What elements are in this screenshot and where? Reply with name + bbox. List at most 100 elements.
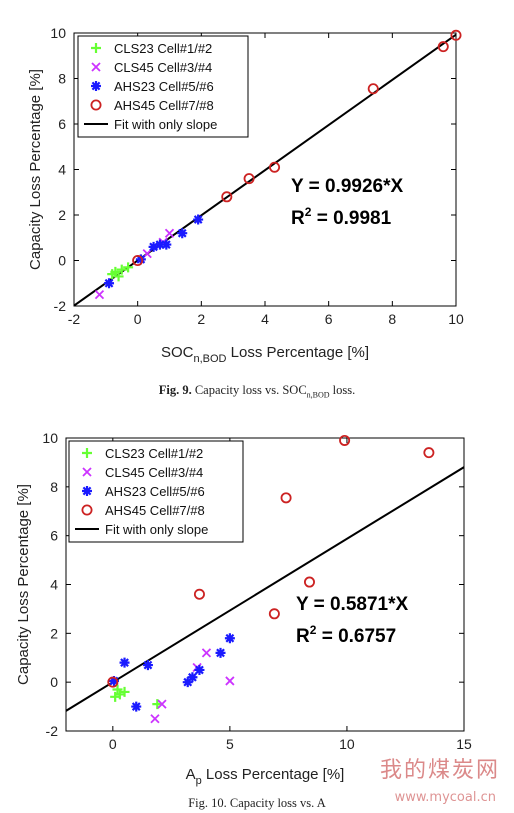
x-axis-label: SOCn,BOD Loss Percentage [%] <box>161 344 369 365</box>
y-tick-label: 8 <box>58 71 66 87</box>
legend-entry: AHS23 Cell#5/#6 <box>105 484 205 499</box>
data-point-ahs23 <box>142 660 153 671</box>
data-point-cls45 <box>150 714 160 724</box>
data-point-cls45 <box>157 699 167 709</box>
data-point-ahs45 <box>269 161 281 173</box>
y-axis-label: Capacity Loss Percentage [%] <box>15 484 32 685</box>
legend-marker-ahs23 <box>82 486 92 496</box>
data-point-cls45 <box>201 648 212 658</box>
data-point-ahs45 <box>437 41 449 53</box>
x-axis-label: Ap Loss Percentage [%] <box>186 766 345 787</box>
data-point-ahs23 <box>161 239 172 250</box>
legend-marker-ahs23 <box>91 81 101 91</box>
data-point-ahs45 <box>132 254 144 266</box>
data-point-ahs23 <box>108 675 119 686</box>
legend-marker-cls45 <box>91 62 101 72</box>
data-point-ahs23 <box>177 228 188 239</box>
caption-text: Capacity loss vs. SOC <box>194 383 307 397</box>
data-point-cls45 <box>164 228 175 238</box>
data-point-ahs23 <box>224 633 235 644</box>
y-tick-label: 0 <box>58 253 66 269</box>
x-tick-label: 4 <box>261 311 269 327</box>
data-point-ahs23 <box>182 677 193 688</box>
caption-text-end: loss. <box>329 383 356 397</box>
data-point-ahs23 <box>154 239 165 250</box>
data-point-cls45 <box>225 676 235 686</box>
x-tick-label: 8 <box>388 311 396 327</box>
data-points <box>107 434 435 724</box>
data-point-ahs23 <box>131 701 142 712</box>
legend-entry: Fit with only slope <box>114 117 217 132</box>
r-squared-annotation: R2 = 0.9981 <box>291 205 392 229</box>
legend-box <box>68 440 244 543</box>
data-point-ahs45 <box>450 29 462 41</box>
data-point-ahs23 <box>187 672 198 683</box>
data-point-ahs23 <box>104 278 115 289</box>
y-tick-label: 10 <box>42 430 58 446</box>
fit-line <box>74 33 456 306</box>
legend-entry: CLS45 Cell#3/#4 <box>105 465 203 480</box>
data-point-ahs23 <box>135 254 146 265</box>
data-point-cls45 <box>94 289 105 300</box>
data-point-ahs45 <box>339 434 351 446</box>
watermark-url: www.mycoal.cn <box>394 790 496 805</box>
data-point-ahs45 <box>367 83 379 95</box>
data-point-ahs45 <box>221 191 233 203</box>
data-point-ahs45 <box>268 608 280 620</box>
data-point-ahs45 <box>107 676 119 688</box>
legend: CLS23 Cell#1/#2 CLS45 Cell#3/#4 AHS23 Cell… <box>77 35 249 138</box>
legend-entry: CLS23 Cell#1/#2 <box>114 41 212 56</box>
legend-box <box>77 35 249 138</box>
data-point-ahs23 <box>194 664 205 675</box>
x-tick-label: 0 <box>109 736 117 752</box>
y-axis-label: Capacity Loss Percentage [%] <box>27 69 44 270</box>
data-point-ahs23 <box>193 214 204 225</box>
x-tick-label: 10 <box>339 736 355 752</box>
y-tick-label: 2 <box>50 625 58 641</box>
data-point-cls23 <box>116 264 127 275</box>
chart-fig9: -2 0 2 4 6 8 10 -2 0 2 4 6 8 10 CLS23 Cell#1/#2 CLS45 C… <box>27 25 464 365</box>
x-tick-label: 2 <box>197 311 205 327</box>
legend-entry: AHS45 Cell#7/#8 <box>114 98 214 113</box>
data-point-cls23 <box>123 262 134 273</box>
x-tick-label: 15 <box>456 736 472 752</box>
data-point-ahs45 <box>193 588 205 600</box>
legend-marker-cls23 <box>82 448 92 458</box>
fit-line <box>66 466 464 712</box>
caption-label: Fig. 9. <box>158 383 192 397</box>
legend-marker-cls45 <box>82 467 92 477</box>
figure-caption-fig10: Fig. 10. Capacity loss vs. A <box>0 796 514 811</box>
equation-annotation: Y = 0.9926*X <box>291 176 403 197</box>
data-point-cls23 <box>113 271 124 282</box>
legend: CLS23 Cell#1/#2 CLS45 Cell#3/#4 AHS23 Cell… <box>68 440 244 543</box>
y-tick-label: 6 <box>58 116 66 132</box>
x-tick-label: 10 <box>448 311 464 327</box>
data-point-ahs45 <box>423 447 435 459</box>
watermark-logo-text: 我的煤炭网 <box>379 758 500 783</box>
y-tick-label: 4 <box>58 162 66 178</box>
data-point-cls23 <box>112 684 123 695</box>
caption-text-fig10: Fig. 10. Capacity loss vs. A <box>188 796 326 810</box>
data-point-ahs45 <box>280 492 292 504</box>
legend-entry: CLS45 Cell#3/#4 <box>114 60 212 75</box>
legend-entry: CLS23 Cell#1/#2 <box>105 446 203 461</box>
figure-caption-fig9: Fig. 9. Capacity loss vs. SOCn,BOD loss. <box>0 383 514 400</box>
data-point-ahs45 <box>243 173 255 185</box>
x-tick-label: -2 <box>68 311 81 327</box>
y-tick-label: -2 <box>46 723 59 739</box>
y-tick-label: 10 <box>50 25 66 41</box>
caption-subscript: n,BOD <box>306 390 330 400</box>
equation-annotation: Y = 0.5871*X <box>296 594 408 615</box>
data-point-cls23 <box>152 699 163 710</box>
y-tick-label: 2 <box>58 207 66 223</box>
legend-marker-ahs45 <box>90 99 102 111</box>
x-tick-label: 6 <box>325 311 333 327</box>
y-tick-label: 0 <box>50 674 58 690</box>
data-point-ahs23 <box>119 657 130 668</box>
data-points <box>94 29 462 300</box>
legend-marker-cls23 <box>91 43 101 53</box>
legend-entry: AHS23 Cell#5/#6 <box>114 79 214 94</box>
legend-entry: Fit with only slope <box>105 522 208 537</box>
data-point-cls23 <box>119 686 130 697</box>
